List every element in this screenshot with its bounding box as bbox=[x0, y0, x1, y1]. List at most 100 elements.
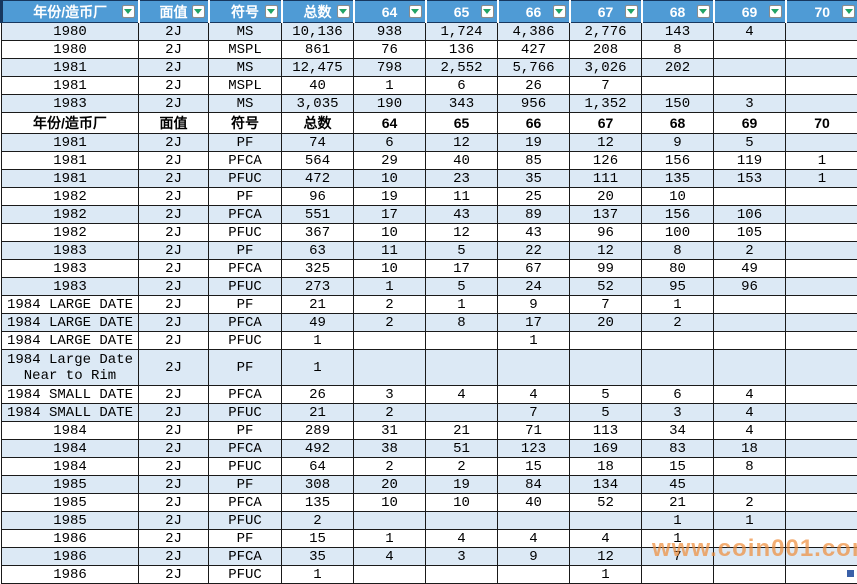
year-mint-cell: 1981 bbox=[2, 59, 139, 77]
grade-70-cell bbox=[786, 440, 857, 458]
total-cell: 308 bbox=[282, 476, 354, 494]
symbol-cell: MS bbox=[209, 23, 282, 41]
denomination-cell: 2J bbox=[139, 548, 209, 566]
grade-65-cell: 1,724 bbox=[426, 23, 498, 41]
denomination-cell: 2J bbox=[139, 422, 209, 440]
grade-66-cell: 427 bbox=[498, 41, 570, 59]
symbol-cell: PFCA bbox=[209, 206, 282, 224]
filter-dropdown-button[interactable] bbox=[265, 5, 278, 18]
grade-66-cell bbox=[498, 512, 570, 530]
symbol-cell: PFCA bbox=[209, 260, 282, 278]
year-mint-cell: 1985 bbox=[2, 476, 139, 494]
filter-dropdown-button[interactable] bbox=[409, 5, 422, 18]
repeat-header-year-mint: 年份/造币厂 bbox=[2, 113, 139, 134]
total-cell: 1 bbox=[282, 332, 354, 350]
symbol-cell: PFCA bbox=[209, 314, 282, 332]
grade-66-cell: 85 bbox=[498, 152, 570, 170]
filter-dropdown-button[interactable] bbox=[625, 5, 638, 18]
filter-dropdown-button[interactable] bbox=[122, 5, 135, 18]
grade-66-cell: 22 bbox=[498, 242, 570, 260]
grade-64-cell: 31 bbox=[354, 422, 426, 440]
grade-65-cell bbox=[426, 350, 498, 386]
filter-dropdown-button[interactable] bbox=[553, 5, 566, 18]
filter-dropdown-button[interactable] bbox=[769, 5, 782, 18]
column-label: 总数 bbox=[304, 4, 332, 20]
total-cell: 135 bbox=[282, 494, 354, 512]
grade-64-cell: 4 bbox=[354, 548, 426, 566]
grade-68-cell: 6 bbox=[642, 386, 714, 404]
grade-70-cell bbox=[786, 260, 857, 278]
denomination-cell: 2J bbox=[139, 566, 209, 584]
filter-dropdown-button[interactable] bbox=[337, 5, 350, 18]
grade-64-cell: 2 bbox=[354, 296, 426, 314]
total-cell: 2 bbox=[282, 512, 354, 530]
symbol-cell: PFUC bbox=[209, 566, 282, 584]
symbol-cell: PF bbox=[209, 242, 282, 260]
grade-64-cell: 2 bbox=[354, 458, 426, 476]
column-label: 符号 bbox=[231, 4, 259, 20]
filter-dropdown-button[interactable] bbox=[481, 5, 494, 18]
grade-65-cell bbox=[426, 512, 498, 530]
grade-67-cell: 52 bbox=[570, 278, 642, 296]
denomination-cell: 2J bbox=[139, 242, 209, 260]
total-cell: 289 bbox=[282, 422, 354, 440]
year-mint-cell: 1984 bbox=[2, 440, 139, 458]
symbol-cell: PF bbox=[209, 188, 282, 206]
filter-dropdown-button[interactable] bbox=[842, 5, 855, 18]
total-cell: 49 bbox=[282, 314, 354, 332]
denomination-cell: 2J bbox=[139, 152, 209, 170]
grade-69-cell bbox=[714, 296, 786, 314]
grade-69-cell: 153 bbox=[714, 170, 786, 188]
grade-66-cell: 15 bbox=[498, 458, 570, 476]
symbol-cell: PFCA bbox=[209, 440, 282, 458]
grade-68-cell: 1 bbox=[642, 296, 714, 314]
grade-65-cell: 2,552 bbox=[426, 59, 498, 77]
year-mint-cell: 1984 SMALL DATE bbox=[2, 404, 139, 422]
grade-64-cell: 1 bbox=[354, 278, 426, 296]
repeat-header-grade-67: 67 bbox=[570, 113, 642, 134]
grade-68-cell: 1 bbox=[642, 512, 714, 530]
denomination-cell: 2J bbox=[139, 224, 209, 242]
chevron-down-icon bbox=[627, 9, 635, 14]
grade-68-cell: 21 bbox=[642, 494, 714, 512]
denomination-cell: 2J bbox=[139, 476, 209, 494]
grade-68-cell: 8 bbox=[642, 41, 714, 59]
repeat-header-total: 总数 bbox=[282, 113, 354, 134]
grade-66-cell: 24 bbox=[498, 278, 570, 296]
grade-65-cell: 136 bbox=[426, 41, 498, 59]
total-cell: 1 bbox=[282, 350, 354, 386]
grade-65-cell: 10 bbox=[426, 494, 498, 512]
filter-dropdown-button[interactable] bbox=[192, 5, 205, 18]
year-mint-cell: 1984 bbox=[2, 458, 139, 476]
grade-69-cell bbox=[714, 77, 786, 95]
column-label: 67 bbox=[598, 4, 614, 20]
grade-67-cell: 1 bbox=[570, 566, 642, 584]
grade-64-cell: 76 bbox=[354, 41, 426, 59]
total-cell: 15 bbox=[282, 530, 354, 548]
grade-65-cell: 11 bbox=[426, 188, 498, 206]
filter-dropdown-button[interactable] bbox=[697, 5, 710, 18]
grade-69-cell: 96 bbox=[714, 278, 786, 296]
year-mint-cell: 1981 bbox=[2, 170, 139, 188]
denomination-cell: 2J bbox=[139, 59, 209, 77]
grade-70-cell bbox=[786, 476, 857, 494]
grade-67-cell: 4 bbox=[570, 530, 642, 548]
grade-69-cell: 4 bbox=[714, 404, 786, 422]
chevron-down-icon bbox=[124, 9, 132, 14]
grade-67-cell: 96 bbox=[570, 224, 642, 242]
denomination-cell: 2J bbox=[139, 512, 209, 530]
grade-68-cell: 156 bbox=[642, 152, 714, 170]
denomination-cell: 2J bbox=[139, 296, 209, 314]
year-mint-cell: 1982 bbox=[2, 224, 139, 242]
symbol-cell: PFUC bbox=[209, 404, 282, 422]
selection-fill-handle[interactable] bbox=[847, 570, 854, 577]
total-cell: 12,475 bbox=[282, 59, 354, 77]
